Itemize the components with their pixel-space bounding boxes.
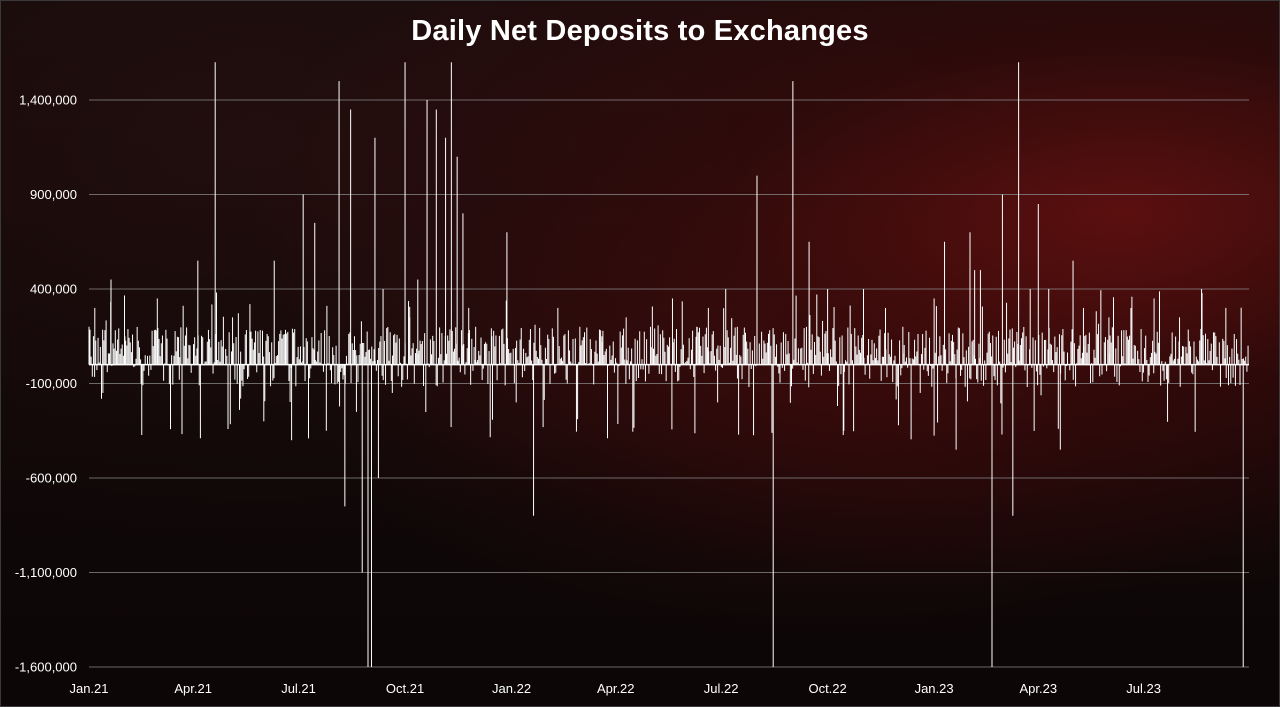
x-tick-label: Jan.22 bbox=[492, 681, 531, 696]
x-tick-label: Apr.21 bbox=[174, 681, 212, 696]
x-tick-label: Jul.21 bbox=[281, 681, 316, 696]
bars bbox=[88, 62, 1249, 667]
y-tick-label: -600,000 bbox=[26, 471, 77, 486]
y-tick-label: 1,400,000 bbox=[19, 93, 77, 108]
x-axis: Jan.21 Apr.21 Jul.21 Oct.21 Jan.22 Apr.22 Jul.… bbox=[69, 681, 1161, 696]
x-tick-label: Jul.23 bbox=[1126, 681, 1161, 696]
x-tick-label: Jan.23 bbox=[915, 681, 954, 696]
x-tick-label: Jan.21 bbox=[69, 681, 108, 696]
x-tick-label: Jul.22 bbox=[704, 681, 739, 696]
y-tick-label: -1,100,000 bbox=[15, 565, 77, 580]
y-axis: 1,400,000 900,000 400,000 -100,000 -600,000 -… bbox=[15, 93, 77, 675]
y-tick-label: -1,600,000 bbox=[15, 660, 77, 675]
gridlines bbox=[89, 99, 1249, 668]
y-tick-label: -100,000 bbox=[26, 376, 77, 391]
x-tick-label: Oct.22 bbox=[808, 681, 846, 696]
x-tick-label: Apr.23 bbox=[1020, 681, 1058, 696]
x-tick-label: Oct.21 bbox=[386, 681, 424, 696]
x-tick-label: Apr.22 bbox=[597, 681, 635, 696]
y-tick-label: 400,000 bbox=[30, 282, 77, 297]
chart-title: Daily Net Deposits to Exchanges bbox=[411, 15, 869, 47]
y-tick-label: 900,000 bbox=[30, 187, 77, 202]
